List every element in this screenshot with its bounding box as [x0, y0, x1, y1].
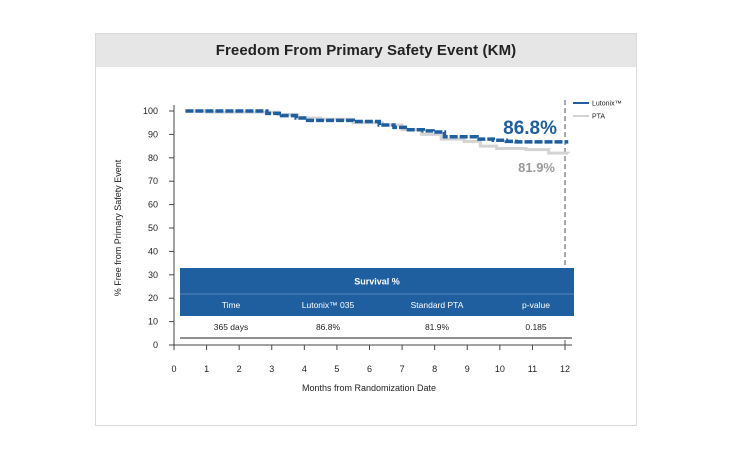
y-tick-label: 60	[148, 200, 158, 210]
y-tick-label: 90	[148, 129, 158, 139]
x-tick-label: 7	[400, 364, 405, 374]
x-tick-label: 2	[237, 364, 242, 374]
legend-label-pta: PTA	[592, 114, 605, 121]
x-tick-label: 4	[302, 364, 307, 374]
survival-table-cell: 86.8%	[316, 322, 341, 332]
y-tick-label: 30	[148, 270, 158, 280]
y-tick-label: 10	[148, 317, 158, 327]
survival-table-body-row	[180, 316, 574, 338]
lutonix-end-label: 86.8%	[503, 118, 557, 139]
y-tick-label: 80	[148, 153, 158, 163]
y-tick-label: 50	[148, 223, 158, 233]
survival-table-title-bar	[180, 268, 574, 294]
y-axis-title: % Free from Primary Safety Event	[113, 159, 123, 296]
x-tick-label: 8	[432, 364, 437, 374]
x-tick-label: 1	[204, 364, 209, 374]
chart-header: Freedom From Primary Safety Event (KM)	[96, 34, 636, 67]
survival-table-cell: 365 days	[214, 322, 249, 332]
y-tick-label: 40	[148, 246, 158, 256]
x-tick-label: 5	[334, 364, 339, 374]
survival-table-cell: 0.185	[525, 322, 547, 332]
y-tick-label: 100	[143, 106, 158, 116]
survival-table-title: Survival %	[354, 277, 400, 287]
chart-card: Freedom From Primary Safety Event (KM)	[95, 33, 637, 426]
y-tick-label: 0	[153, 340, 158, 350]
survival-table-column-header: Standard PTA	[411, 300, 464, 310]
x-tick-label: 3	[269, 364, 274, 374]
x-tick-label: 0	[171, 364, 176, 374]
y-tick-label: 70	[148, 176, 158, 186]
x-tick-label: 12	[560, 364, 570, 374]
survival-table-cell: 81.9%	[425, 322, 450, 332]
survival-table-column-header: Lutonix™ 035	[302, 300, 355, 310]
chart-title: Freedom From Primary Safety Event (KM)	[215, 42, 517, 59]
survival-table-column-header: p-value	[522, 300, 550, 310]
x-tick-label: 9	[465, 364, 470, 374]
pta-end-label: 81.9%	[518, 160, 555, 175]
x-axis-title: Months from Randomization Date	[302, 383, 436, 393]
survival-table-header-row	[180, 294, 574, 316]
survival-table-column-header: Time	[222, 300, 241, 310]
y-tick-label: 20	[148, 293, 158, 303]
x-tick-label: 6	[367, 364, 372, 374]
x-tick-label: 11	[528, 364, 537, 374]
legend-label-lutonix: Lutonix™	[592, 101, 622, 108]
series-line-lutonix	[185, 109, 569, 144]
x-tick-label: 10	[495, 364, 505, 374]
